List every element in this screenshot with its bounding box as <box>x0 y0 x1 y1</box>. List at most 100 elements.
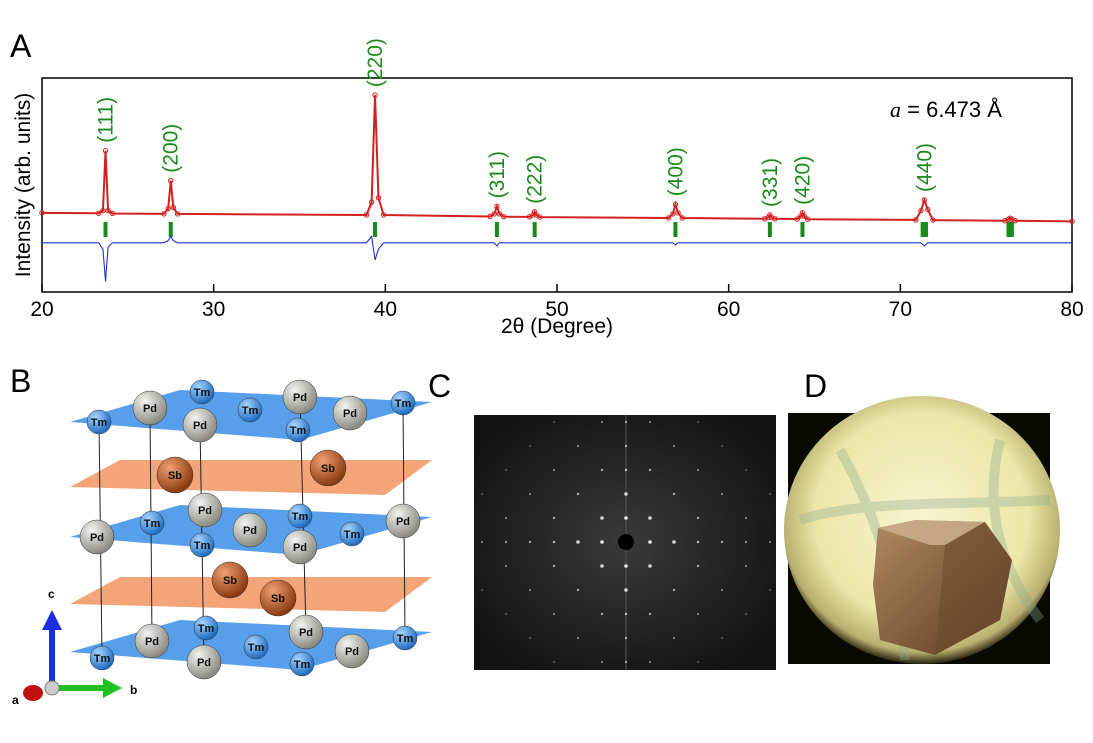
diffraction-spot <box>552 516 556 520</box>
atom <box>89 645 115 671</box>
diffraction-spot <box>744 516 748 520</box>
atom-label: Pd <box>193 420 207 432</box>
diffraction-spot <box>648 564 652 568</box>
atom-label: Tm <box>290 425 307 437</box>
diffraction-spot <box>600 540 604 544</box>
atom-label: Tm <box>344 529 361 541</box>
peak-label: (311) <box>486 151 509 198</box>
data-point <box>161 211 167 217</box>
diffraction-spot <box>624 516 628 520</box>
data-point <box>913 217 919 223</box>
bragg-tick <box>373 222 378 237</box>
diffraction-spot <box>696 468 700 472</box>
atom <box>134 623 170 659</box>
atom-label: Sb <box>321 463 335 475</box>
diffraction-spot <box>720 636 724 640</box>
diffraction-spot <box>720 540 724 544</box>
data-point <box>768 214 775 221</box>
diffraction-spot <box>504 540 508 544</box>
data-point <box>496 211 503 217</box>
peak-label: (220) <box>364 38 387 87</box>
data-point <box>372 92 378 98</box>
atom-label: Tm <box>292 511 309 523</box>
diffraction-spot <box>576 588 580 592</box>
diffraction-image <box>474 415 776 670</box>
atom <box>79 519 115 555</box>
series-line <box>42 235 1072 282</box>
diffraction-spot <box>720 588 724 592</box>
atom <box>232 512 268 548</box>
data-point <box>930 217 936 223</box>
x-tick-label: 70 <box>889 298 912 321</box>
axis-label: c <box>48 587 55 601</box>
diffraction-spot <box>672 492 676 496</box>
diffraction-spot <box>528 636 532 640</box>
atom <box>390 390 416 416</box>
data-point <box>109 210 116 217</box>
data-point <box>368 199 375 205</box>
diffraction-spot <box>648 612 652 616</box>
atom-label: Pd <box>198 505 212 517</box>
data-point <box>39 210 45 216</box>
data-point <box>772 216 778 222</box>
atom <box>287 503 313 529</box>
data-point <box>170 204 177 211</box>
atom-label: Pd <box>243 525 257 537</box>
diffraction-spot <box>744 540 748 544</box>
atom-label: Sb <box>271 593 285 605</box>
bragg-tick <box>168 222 173 237</box>
diffraction-spot <box>744 468 748 472</box>
diffraction-spot <box>744 612 748 616</box>
peak-label: (222) <box>524 155 547 204</box>
diffraction-spot <box>696 420 700 424</box>
atom-label: Tm <box>144 518 161 530</box>
diffraction-spot <box>648 660 652 664</box>
diffraction-spot <box>672 540 676 544</box>
atom <box>282 379 318 415</box>
atom-label: Pd <box>90 532 104 544</box>
diffraction-spot <box>552 420 556 424</box>
data-point <box>762 216 768 222</box>
diffraction-spot <box>624 468 628 472</box>
axis-b-head <box>103 678 122 698</box>
crystal-face <box>878 520 985 545</box>
atom <box>243 634 269 660</box>
atom-label: Pd <box>293 392 307 404</box>
atom <box>288 614 324 650</box>
atom-label: Pd <box>145 636 159 648</box>
atomic-plane <box>70 577 432 612</box>
diffraction-spot <box>576 540 580 544</box>
atom-label: Tm <box>248 642 265 654</box>
data-point <box>537 214 543 220</box>
data-point <box>794 216 801 222</box>
diffraction-spot <box>696 660 700 664</box>
diffraction-spot <box>552 540 556 544</box>
peak-label: (111) <box>95 97 118 143</box>
diffraction-spot <box>768 588 772 592</box>
bragg-tick <box>673 222 678 237</box>
bragg-tick <box>920 222 925 237</box>
data-point <box>102 148 109 154</box>
crystal-photo <box>784 396 1060 664</box>
diffraction-spot <box>624 420 628 424</box>
diffraction-spot <box>552 660 556 664</box>
atom <box>132 390 168 426</box>
data-point <box>1069 218 1075 225</box>
diffraction-spot <box>600 660 604 664</box>
atom <box>189 532 215 558</box>
diffraction-spot <box>504 468 508 472</box>
atom-label: Tm <box>294 659 311 671</box>
atom-label: Sb <box>223 575 237 587</box>
bragg-tick <box>494 222 499 237</box>
diffraction-spot <box>480 492 484 496</box>
data-point <box>487 213 493 220</box>
diffraction-spot <box>744 564 748 568</box>
diffraction-spot <box>600 420 604 424</box>
data-point <box>804 216 811 222</box>
diffraction-spot <box>528 540 532 544</box>
data-point <box>665 215 672 221</box>
panel-letter: C <box>428 368 451 404</box>
atom-label: Tm <box>395 398 412 410</box>
diffraction-spot <box>552 612 556 616</box>
bragg-tick <box>1009 222 1014 237</box>
